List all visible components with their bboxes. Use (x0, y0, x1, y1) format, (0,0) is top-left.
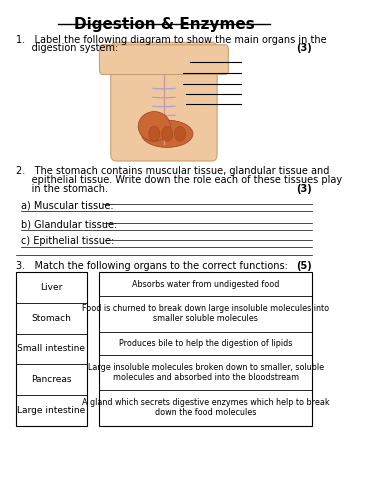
Text: b) Glandular tissue:: b) Glandular tissue: (21, 220, 120, 230)
Text: A gland which secrets digestive enzymes which help to break
down the food molecu: A gland which secrets digestive enzymes … (82, 398, 330, 417)
Text: Small intestine: Small intestine (17, 344, 85, 354)
Ellipse shape (174, 126, 186, 141)
Text: epithelial tissue. Write down the role each of these tissues play: epithelial tissue. Write down the role e… (16, 175, 342, 185)
Ellipse shape (148, 126, 160, 141)
Text: (5): (5) (297, 261, 312, 271)
Text: 1.   Label the following diagram to show the main organs in the: 1. Label the following diagram to show t… (16, 35, 326, 45)
Bar (99, 272, 312, 426)
Bar (16, 272, 87, 426)
Text: Large insoluble molecules broken down to smaller, soluble
molecules and absorbed: Large insoluble molecules broken down to… (88, 363, 324, 382)
Text: Pancreas: Pancreas (31, 375, 71, 384)
FancyBboxPatch shape (111, 42, 217, 161)
FancyBboxPatch shape (99, 45, 228, 74)
Text: c) Epithelial tissue:: c) Epithelial tissue: (21, 236, 117, 246)
Ellipse shape (141, 120, 193, 148)
Text: 3.   Match the following organs to the correct functions:: 3. Match the following organs to the cor… (16, 261, 288, 271)
Text: 2.   The stomach contains muscular tissue, glandular tissue and: 2. The stomach contains muscular tissue,… (16, 166, 329, 176)
Text: Liver: Liver (40, 283, 62, 292)
Text: Produces bile to help the digestion of lipids: Produces bile to help the digestion of l… (119, 339, 292, 348)
Text: Food is churned to break down large insoluble molecules into
smaller soluble mol: Food is churned to break down large inso… (82, 304, 329, 324)
Text: Stomach: Stomach (31, 314, 71, 322)
Text: Absorbs water from undigested food: Absorbs water from undigested food (132, 280, 279, 288)
Ellipse shape (162, 126, 173, 141)
Text: (3): (3) (297, 184, 312, 194)
Text: Large intestine: Large intestine (17, 406, 85, 414)
Ellipse shape (138, 112, 170, 141)
Text: a) Muscular tissue:: a) Muscular tissue: (21, 200, 116, 210)
Text: digestion system:: digestion system: (16, 44, 118, 54)
Text: in the stomach.: in the stomach. (16, 184, 108, 194)
Text: (3): (3) (297, 44, 312, 54)
Text: Digestion & Enzymes: Digestion & Enzymes (74, 16, 254, 32)
